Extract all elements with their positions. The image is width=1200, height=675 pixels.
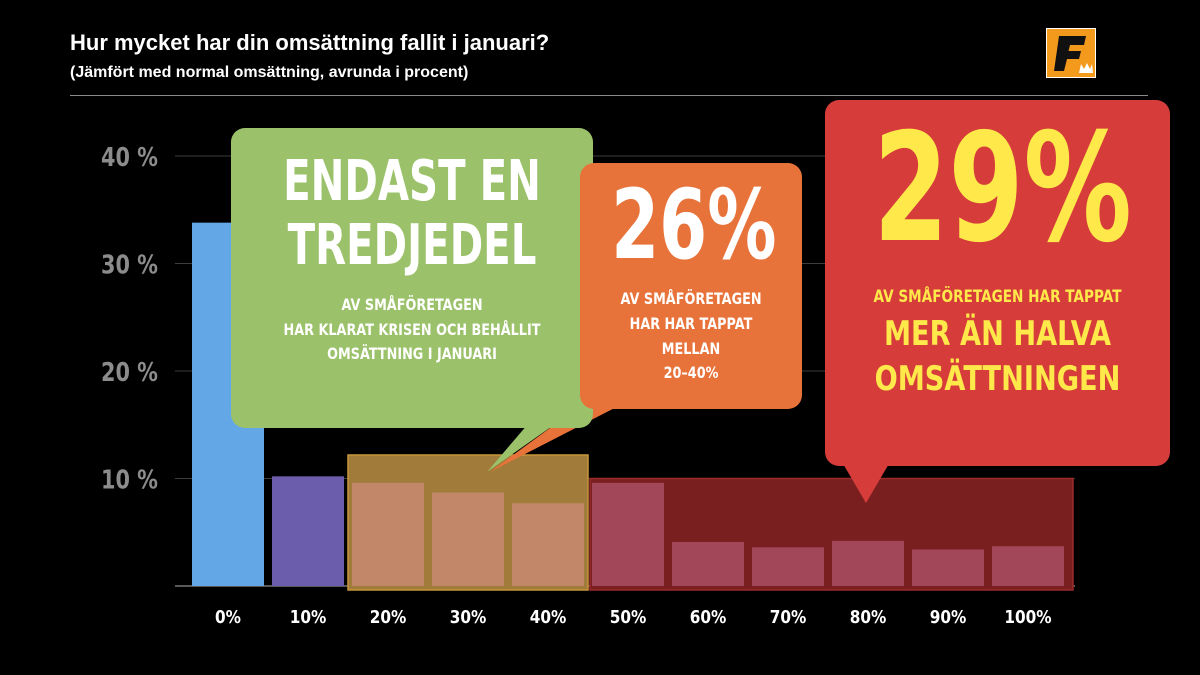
callout-red-emph1: MER ÄN HALVA (883, 314, 1111, 355)
y-tick-label: 30 % (101, 249, 158, 280)
x-tick-label: 60% (690, 606, 727, 628)
chart-title: Hur mycket har din omsättning fallit i j… (70, 30, 550, 55)
y-tick-label: 20 % (101, 357, 158, 388)
callout-red-line1: AV SMÅFÖRETAGEN HAR TAPPAT (873, 287, 1122, 307)
bar-8 (832, 540, 904, 586)
header-divider (70, 95, 1148, 96)
callout-orange-line2: HAR HAR TAPPAT MELLAN (629, 313, 753, 358)
bar-1 (272, 476, 344, 586)
chart-subtitle: (Jämfört med normal omsättning, avrunda … (70, 64, 469, 81)
x-tick-label: 90% (930, 606, 967, 628)
callout-green: ENDAST EN TREDJEDEL AV SMÅFÖRETAGEN HAR … (231, 128, 593, 428)
x-tick-label: 20% (370, 606, 407, 628)
callout-red-emphasis: MER ÄN HALVA OMSÄTTNINGEN (860, 312, 1136, 400)
y-tick-label: 10 % (101, 464, 158, 495)
x-tick-label: 70% (770, 606, 807, 628)
y-tick-label: 40 % (101, 142, 158, 173)
x-tick-label: 30% (450, 606, 487, 628)
x-tick-label: 80% (850, 606, 887, 628)
callout-red-emph2: OMSÄTTNINGEN (874, 358, 1121, 399)
bar-4 (512, 503, 584, 586)
callout-green-line1: AV SMÅFÖRETAGEN (341, 294, 483, 314)
bar-6 (672, 541, 744, 586)
bar-5 (592, 482, 664, 586)
callout-red: 29% AV SMÅFÖRETAGEN HAR TAPPAT MER ÄN HA… (825, 100, 1170, 466)
callout-orange-pointer (490, 395, 640, 472)
callout-green-headline: ENDAST EN TREDJEDEL (282, 149, 543, 279)
x-tick-label: 100% (1004, 606, 1051, 628)
bar-2 (352, 482, 424, 586)
callout-red-pointer (842, 462, 890, 503)
callout-green-text: AV SMÅFÖRETAGEN HAR KLARAT KRISEN OCH BE… (267, 293, 557, 367)
x-tick-label: 10% (290, 606, 327, 628)
callout-green-line3: OMSÄTTNING I JANUARI (327, 344, 497, 364)
callout-orange-line3: 20–40% (663, 363, 719, 383)
callout-orange-line1: AV SMÅFÖRETAGEN (620, 289, 762, 308)
bar-3 (432, 492, 504, 586)
x-tick-label: 0% (215, 606, 241, 628)
callout-green-headline-line1: ENDAST EN (283, 149, 541, 214)
callout-green-headline-line2: TREDJEDEL (287, 213, 537, 279)
callout-red-headline: 29% (873, 102, 1132, 276)
callout-orange-headline: 26% (611, 169, 777, 281)
callout-orange: 26% AV SMÅFÖRETAGEN HAR HAR TAPPAT MELLA… (580, 163, 802, 409)
callout-green-line2: HAR KLARAT KRISEN OCH BEHÅLLIT (283, 319, 541, 339)
x-axis-ticks: 0% 10% 20% 30% 40% 50% 60% 70% 80% 90% 100% (215, 606, 1052, 628)
brand-logo-icon (1046, 28, 1096, 78)
x-tick-label: 50% (610, 606, 647, 628)
bar-10 (992, 546, 1064, 586)
y-axis-ticks: 10 % 20 % 30 % 40 % (101, 142, 158, 495)
bar-9 (912, 549, 984, 586)
callout-orange-text: AV SMÅFÖRETAGEN HAR HAR TAPPAT MELLAN 20… (602, 287, 780, 386)
x-tick-label: 40% (530, 606, 567, 628)
bar-7 (752, 547, 824, 586)
